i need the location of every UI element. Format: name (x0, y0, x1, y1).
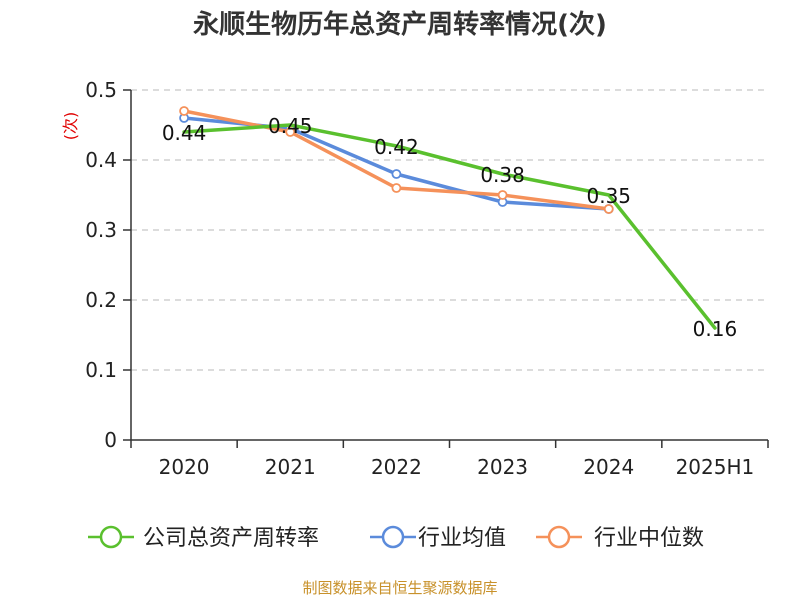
series-line-0 (182, 123, 717, 330)
data-labels: 0.44 0.45 0.42 0.38 0.35 0.16 (162, 114, 737, 341)
legend-swatch-marker (547, 525, 571, 549)
axes: 0 0.1 0.2 0.3 0.4 0.5 2020 2021 2022 2023 2024 2025… (85, 78, 769, 479)
series-point-2 (391, 183, 402, 193)
legend-swatch-marker (99, 525, 123, 549)
y-tick-label: 0.1 (85, 358, 117, 382)
y-tick-label: 0.5 (85, 78, 117, 102)
source-note: 制图数据来自恒生聚源数据库 (302, 579, 497, 597)
series-point-1 (391, 169, 402, 179)
legend-label: 公司总资产周转率 (143, 526, 319, 551)
y-tick-label: 0.3 (85, 218, 117, 242)
x-tick-label: 2025H1 (676, 455, 755, 479)
y-tick-label: 0.4 (85, 148, 117, 172)
grid (131, 89, 768, 371)
y-axis-label: (次) (61, 112, 80, 141)
series-line-1 (182, 116, 611, 211)
x-tick-label: 2024 (583, 455, 634, 479)
legend-swatch-marker (381, 525, 405, 549)
data-label: 0.38 (480, 163, 525, 187)
x-tick-label: 2022 (371, 455, 422, 479)
series-point-2 (179, 106, 189, 116)
data-label: 0.35 (586, 184, 631, 208)
data-label: 0.44 (162, 121, 207, 145)
x-tick-label: 2023 (477, 455, 528, 479)
series-point-2 (497, 190, 508, 200)
legend-label: 行业中位数 (594, 526, 704, 551)
data-label: 0.42 (374, 135, 419, 159)
data-label: 0.16 (693, 317, 738, 341)
legend-label: 行业均值 (418, 526, 506, 551)
legend: 公司总资产周转率 行业均值 行业中位数 (88, 525, 704, 551)
series-point-2 (603, 204, 614, 214)
series-group (179, 106, 717, 330)
y-tick-label: 0 (104, 428, 117, 452)
x-tick-label: 2020 (159, 455, 210, 479)
x-tick-label: 2021 (265, 455, 316, 479)
series-point-2 (285, 127, 296, 137)
data-label: 0.45 (268, 114, 313, 138)
y-tick-label: 0.2 (85, 288, 117, 312)
chart-title: 永顺生物历年总资产周转率情况(次) (193, 9, 607, 40)
